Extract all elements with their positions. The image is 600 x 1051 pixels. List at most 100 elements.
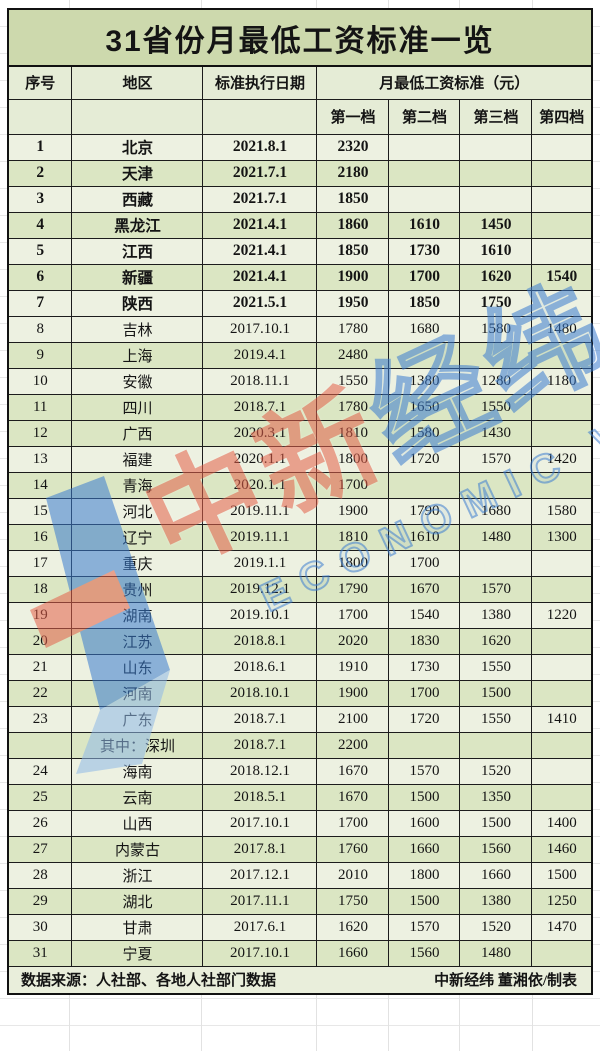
cell-tier4 bbox=[531, 185, 593, 213]
cell-region: 四川 bbox=[71, 393, 204, 421]
cell-date: 2018.7.1 bbox=[202, 393, 318, 421]
cell-no: 18 bbox=[7, 575, 73, 603]
cell-date: 2021.4.1 bbox=[202, 211, 318, 239]
cell-date: 2019.1.1 bbox=[202, 549, 318, 577]
cell-tier2: 1680 bbox=[388, 315, 461, 343]
cell-tier4 bbox=[531, 549, 593, 577]
cell-no: 16 bbox=[7, 523, 73, 551]
table-row: 22 河南 2018.10.1 1900 1700 1500 bbox=[7, 679, 593, 707]
cell-no: 13 bbox=[7, 445, 73, 473]
cell-region: 其中：深圳 bbox=[71, 731, 204, 759]
cell-tier4 bbox=[531, 575, 593, 603]
cell-tier4: 1580 bbox=[531, 497, 593, 525]
cell-region: 新疆 bbox=[71, 263, 204, 291]
col-header-date: 标准执行日期 bbox=[202, 65, 318, 100]
cell-tier1: 1850 bbox=[316, 237, 390, 265]
cell-tier1: 1860 bbox=[316, 211, 390, 239]
table-row: 15 河北 2019.11.1 1900 1790 1680 1580 bbox=[7, 497, 593, 525]
cell-region: 青海 bbox=[71, 471, 204, 499]
cell-date: 2018.7.1 bbox=[202, 705, 318, 733]
cell-tier4 bbox=[531, 393, 593, 421]
cell-tier1: 1900 bbox=[316, 679, 390, 707]
cell-tier2: 1800 bbox=[388, 861, 461, 889]
cell-tier4 bbox=[531, 211, 593, 239]
cell-region: 湖北 bbox=[71, 887, 204, 915]
cell-tier1: 1700 bbox=[316, 809, 390, 837]
cell-no: 8 bbox=[7, 315, 73, 343]
cell-no: 20 bbox=[7, 627, 73, 655]
cell-tier3: 1560 bbox=[459, 835, 533, 863]
cell-region: 辽宁 bbox=[71, 523, 204, 551]
table-row: 9 上海 2019.4.1 2480 bbox=[7, 341, 593, 369]
cell-tier4 bbox=[531, 679, 593, 707]
cell-region: 江苏 bbox=[71, 627, 204, 655]
cell-date: 2018.8.1 bbox=[202, 627, 318, 655]
cell-date: 2021.4.1 bbox=[202, 263, 318, 291]
table-row: 6 新疆 2021.4.1 1900 1700 1620 1540 bbox=[7, 263, 593, 291]
cell-date: 2019.4.1 bbox=[202, 341, 318, 369]
cell-no: 3 bbox=[7, 185, 73, 213]
cell-tier1: 1670 bbox=[316, 783, 390, 811]
cell-tier2 bbox=[388, 471, 461, 499]
cell-tier3: 1350 bbox=[459, 783, 533, 811]
table-row: 2 天津 2021.7.1 2180 bbox=[7, 159, 593, 187]
header-row-2: 第一档 第二档 第三档 第四档 bbox=[7, 98, 593, 135]
cell-tier4 bbox=[531, 159, 593, 187]
cell-tier1: 1950 bbox=[316, 289, 390, 317]
cell-tier1: 2010 bbox=[316, 861, 390, 889]
cell-tier4: 1480 bbox=[531, 315, 593, 343]
cell-date: 2017.10.1 bbox=[202, 315, 318, 343]
cell-tier2: 1500 bbox=[388, 887, 461, 915]
cell-tier4: 1500 bbox=[531, 861, 593, 889]
cell-region: 山东 bbox=[71, 653, 204, 681]
cell-tier2: 1650 bbox=[388, 393, 461, 421]
cell-tier2: 1700 bbox=[388, 263, 461, 291]
cell-date: 2019.11.1 bbox=[202, 523, 318, 551]
table-row: 27 内蒙古 2017.8.1 1760 1660 1560 1460 bbox=[7, 835, 593, 863]
cell-tier3: 1450 bbox=[459, 211, 533, 239]
cell-tier4: 1540 bbox=[531, 263, 593, 291]
cell-tier2: 1560 bbox=[388, 939, 461, 967]
cell-region: 浙江 bbox=[71, 861, 204, 889]
cell-tier4 bbox=[531, 133, 593, 161]
cell-tier3: 1520 bbox=[459, 757, 533, 785]
table-row: 12 广西 2020.3.1 1810 1580 1430 bbox=[7, 419, 593, 447]
data-source-note: 数据来源：人社部、各地人社部门数据 bbox=[20, 973, 276, 990]
cell-no: 24 bbox=[7, 757, 73, 785]
cell-region: 内蒙古 bbox=[71, 835, 204, 863]
cell-tier4: 1470 bbox=[531, 913, 593, 941]
cell-tier1: 1700 bbox=[316, 471, 390, 499]
table-row: 30 甘肃 2017.6.1 1620 1570 1520 1470 bbox=[7, 913, 593, 941]
cell-date: 2019.12.1 bbox=[202, 575, 318, 603]
cell-tier1: 1800 bbox=[316, 445, 390, 473]
table-row: 16 辽宁 2019.11.1 1810 1610 1480 1300 bbox=[7, 523, 593, 551]
cell-no: 28 bbox=[7, 861, 73, 889]
table-row: 21 山东 2018.6.1 1910 1730 1550 bbox=[7, 653, 593, 681]
cell-tier3: 1620 bbox=[459, 627, 533, 655]
cell-no: 30 bbox=[7, 913, 73, 941]
cell-tier4: 1250 bbox=[531, 887, 593, 915]
cell-region: 河北 bbox=[71, 497, 204, 525]
cell-tier3: 1550 bbox=[459, 653, 533, 681]
cell-tier4 bbox=[531, 731, 593, 759]
cell-tier2: 1790 bbox=[388, 497, 461, 525]
cell-tier4 bbox=[531, 237, 593, 265]
cell-date: 2019.11.1 bbox=[202, 497, 318, 525]
cell-tier4 bbox=[531, 471, 593, 499]
cell-tier2: 1500 bbox=[388, 783, 461, 811]
cell-tier2 bbox=[388, 133, 461, 161]
cell-tier3 bbox=[459, 159, 533, 187]
cell-region: 北京 bbox=[71, 133, 204, 161]
cell-date: 2020.1.1 bbox=[202, 471, 318, 499]
col-header-tier3: 第三档 bbox=[459, 98, 533, 135]
cell-tier4: 1220 bbox=[531, 601, 593, 629]
cell-date: 2021.7.1 bbox=[202, 185, 318, 213]
cell-tier1: 1810 bbox=[316, 523, 390, 551]
cell-date: 2018.6.1 bbox=[202, 653, 318, 681]
cell-region: 陕西 bbox=[71, 289, 204, 317]
table-row: 19 湖南 2019.10.1 1700 1540 1380 1220 bbox=[7, 601, 593, 629]
cell-tier1: 1620 bbox=[316, 913, 390, 941]
cell-tier2: 1670 bbox=[388, 575, 461, 603]
cell-tier3: 1660 bbox=[459, 861, 533, 889]
cell-date: 2019.10.1 bbox=[202, 601, 318, 629]
